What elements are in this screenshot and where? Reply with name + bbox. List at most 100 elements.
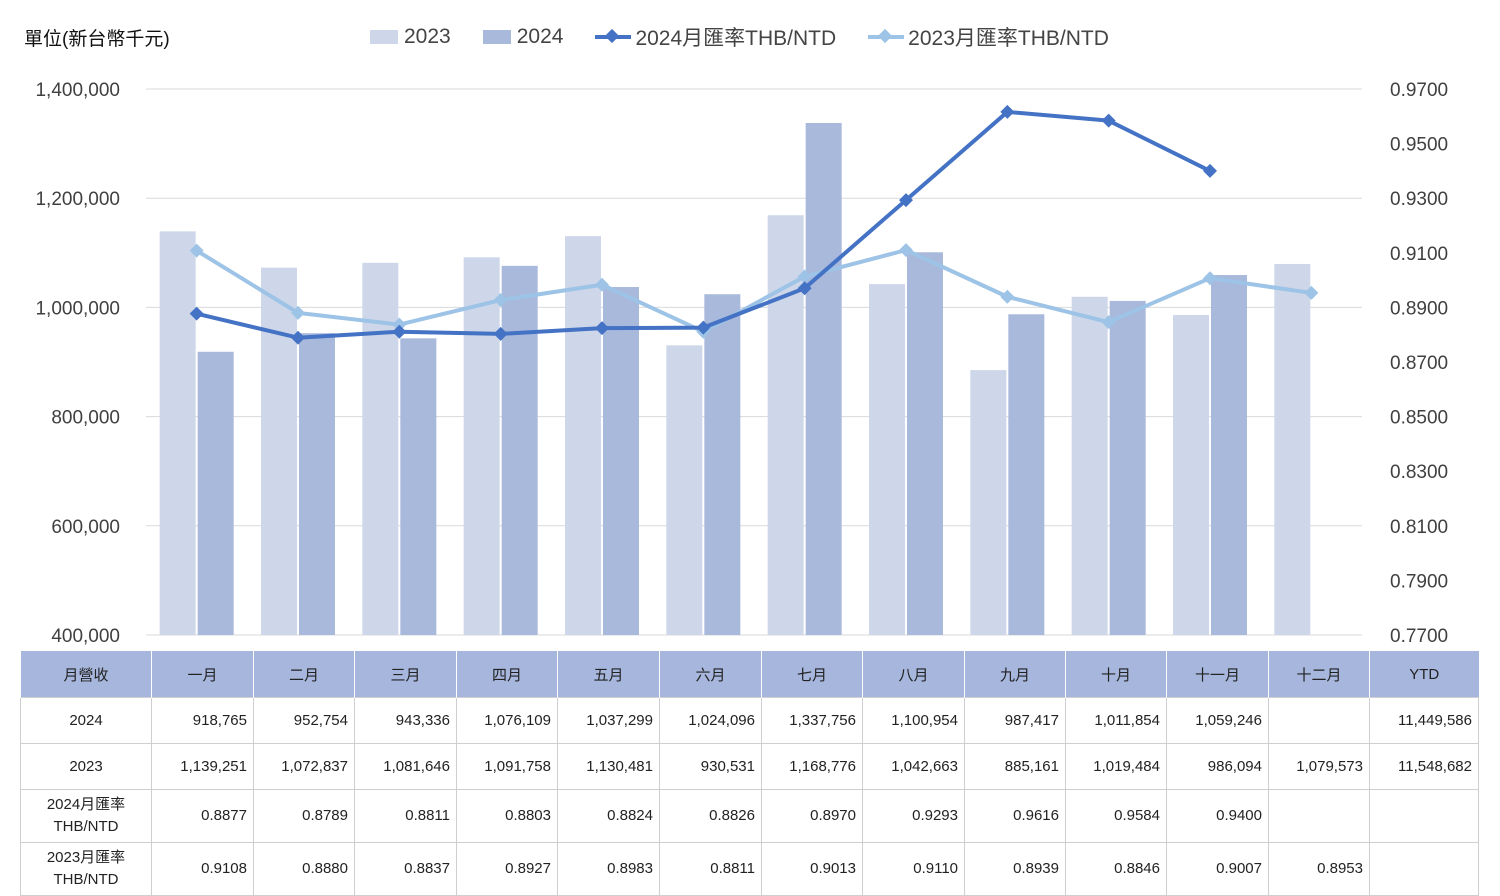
table-cell: 1,091,758 bbox=[456, 743, 558, 790]
marker-rate-2024 bbox=[392, 324, 407, 339]
bar-2023 bbox=[463, 257, 500, 635]
table-header-row: 月營收 一月 二月 三月 四月 五月 六月 七月 八月 九月 十月 十一月 十二… bbox=[20, 651, 1479, 698]
table-cell: 0.8824 bbox=[557, 789, 660, 843]
table-cell: 1,337,756 bbox=[761, 697, 863, 744]
table-cell: 1,081,646 bbox=[354, 743, 457, 790]
table-cell: 952,754 bbox=[253, 697, 355, 744]
table-cell bbox=[1369, 842, 1479, 896]
table-cell: 943,336 bbox=[354, 697, 457, 744]
bar-2023 bbox=[869, 284, 905, 635]
marker-rate-2024 bbox=[797, 281, 812, 296]
y-left-tick-label: 600,000 bbox=[51, 517, 120, 538]
table-cell: 0.9110 bbox=[862, 842, 965, 896]
y-right-tick-label: 0.7900 bbox=[1390, 571, 1448, 592]
table-cell: 918,765 bbox=[151, 697, 254, 744]
table-cell bbox=[1268, 789, 1370, 843]
bar-2023 bbox=[1274, 263, 1311, 635]
bar-2024 bbox=[704, 294, 741, 635]
marker-rate-2024 bbox=[899, 193, 913, 208]
marker-rate-2024 bbox=[291, 330, 305, 345]
marker-rate-2024 bbox=[1000, 104, 1015, 119]
y-right-tick-label: 0.8300 bbox=[1390, 462, 1448, 483]
table-header-cell: 六月 bbox=[659, 651, 762, 698]
table-header-cell: 十月 bbox=[1065, 651, 1167, 698]
table-cell: 0.8837 bbox=[354, 842, 457, 896]
row-label-line: THB/NTD bbox=[53, 871, 119, 888]
line-series-rate-2023 bbox=[195, 248, 1312, 334]
y-left-tick-label: 1,400,000 bbox=[35, 80, 120, 101]
combo-chart: 400,000 600,000 800,000 1,000,000 1,200,000 1… bbox=[35, 80, 1448, 647]
table-cell: 1,059,246 bbox=[1166, 697, 1269, 744]
legend-label-2023: 2023 bbox=[404, 25, 451, 48]
table-cell: 1,011,854 bbox=[1065, 697, 1167, 744]
marker-rate-2023 bbox=[1101, 315, 1116, 330]
table-cell: 1,076,109 bbox=[456, 697, 558, 744]
table-cell: 0.8927 bbox=[456, 842, 558, 896]
marker-rate-2023 bbox=[493, 293, 508, 308]
table-cell: 0.8846 bbox=[1065, 842, 1167, 896]
table-row: 2023 1,139,251 1,072,837 1,081,646 1,091,758… bbox=[20, 743, 1479, 790]
table-cell: 0.8826 bbox=[659, 789, 762, 843]
table-cell bbox=[1268, 697, 1370, 744]
bar-2024 bbox=[805, 122, 842, 635]
table-header-cell: 十一月 bbox=[1166, 651, 1269, 698]
table-header-cell: 五月 bbox=[557, 651, 660, 698]
legend-swatch-2023 bbox=[370, 30, 398, 44]
legend-item-rate-2024: 2024月匯率THB/NTD bbox=[595, 22, 836, 52]
y-right-tick-label: 0.8700 bbox=[1390, 353, 1448, 374]
line-series-rate-2024 bbox=[196, 109, 1211, 340]
bar-2023 bbox=[261, 267, 297, 635]
y-right-tick-label: 0.8100 bbox=[1390, 517, 1448, 538]
table-cell: 0.8970 bbox=[761, 789, 863, 843]
table-cell: 1,072,837 bbox=[253, 743, 355, 790]
legend-item-2023: 2023 bbox=[370, 25, 451, 49]
table-cell: 1,079,573 bbox=[1268, 743, 1370, 790]
marker-rate-2023 bbox=[392, 317, 407, 332]
table-row-label: 2024月匯率 THB/NTD bbox=[20, 789, 152, 843]
table-cell: 0.8811 bbox=[354, 789, 457, 843]
bar-2024 bbox=[299, 333, 335, 635]
table-header-cell: 月營收 bbox=[20, 651, 152, 698]
unit-label: 單位(新台幣千元) bbox=[24, 29, 170, 50]
y-left-tick-label: 1,200,000 bbox=[35, 189, 120, 210]
marker-rate-2023 bbox=[1304, 285, 1319, 300]
bar-2023 bbox=[666, 345, 703, 635]
table-cell: 0.9013 bbox=[761, 842, 863, 896]
chart-legend: 2023 2024 2024月匯率THB/NTD 2023月匯率THB/NTD bbox=[370, 22, 1141, 52]
bar-2024 bbox=[1008, 314, 1045, 635]
table-header-cell: 四月 bbox=[456, 651, 558, 698]
table-cell: 885,161 bbox=[964, 743, 1066, 790]
table-cell: 11,548,682 bbox=[1369, 743, 1479, 790]
table-row: 2024月匯率 THB/NTD 0.8877 0.8789 0.8811 0.8803 0.… bbox=[20, 789, 1479, 843]
marker-rate-2024 bbox=[595, 321, 609, 336]
legend-line-rate-2024 bbox=[595, 28, 632, 44]
table-cell: 1,130,481 bbox=[557, 743, 660, 790]
table-header-cell: 二月 bbox=[253, 651, 355, 698]
table-cell: 986,094 bbox=[1166, 743, 1269, 790]
bar-2024 bbox=[501, 265, 538, 635]
table-cell: 1,100,954 bbox=[862, 697, 965, 744]
marker-rate-2024 bbox=[1203, 163, 1217, 178]
legend-label-rate-2023: 2023月匯率THB/NTD bbox=[908, 27, 1109, 50]
table-cell: 1,024,096 bbox=[659, 697, 762, 744]
table-cell: 0.8811 bbox=[659, 842, 762, 896]
bar-2024 bbox=[400, 338, 437, 635]
row-label-line: THB/NTD bbox=[53, 818, 119, 835]
table-cell: 0.9616 bbox=[964, 789, 1066, 843]
y-right-tick-label: 0.8500 bbox=[1390, 408, 1448, 429]
marker-rate-2023 bbox=[595, 277, 609, 292]
table-cell: 1,042,663 bbox=[862, 743, 965, 790]
bar-2023 bbox=[159, 231, 196, 635]
table-cell: 1,139,251 bbox=[151, 743, 254, 790]
table-cell: 0.9293 bbox=[862, 789, 965, 843]
table-cell: 930,531 bbox=[659, 743, 762, 790]
table-cell: 1,019,484 bbox=[1065, 743, 1167, 790]
table-cell: 0.9584 bbox=[1065, 789, 1167, 843]
table-cell: 11,449,586 bbox=[1369, 697, 1479, 744]
table-cell: 0.8953 bbox=[1268, 842, 1370, 896]
table-cell bbox=[1369, 789, 1479, 843]
table-header-cell: 三月 bbox=[354, 651, 457, 698]
table-cell: 1,037,299 bbox=[557, 697, 660, 744]
table-row: 2023月匯率 THB/NTD 0.9108 0.8880 0.8837 0.8927 0.… bbox=[20, 842, 1479, 896]
marker-rate-2024 bbox=[1101, 113, 1116, 128]
